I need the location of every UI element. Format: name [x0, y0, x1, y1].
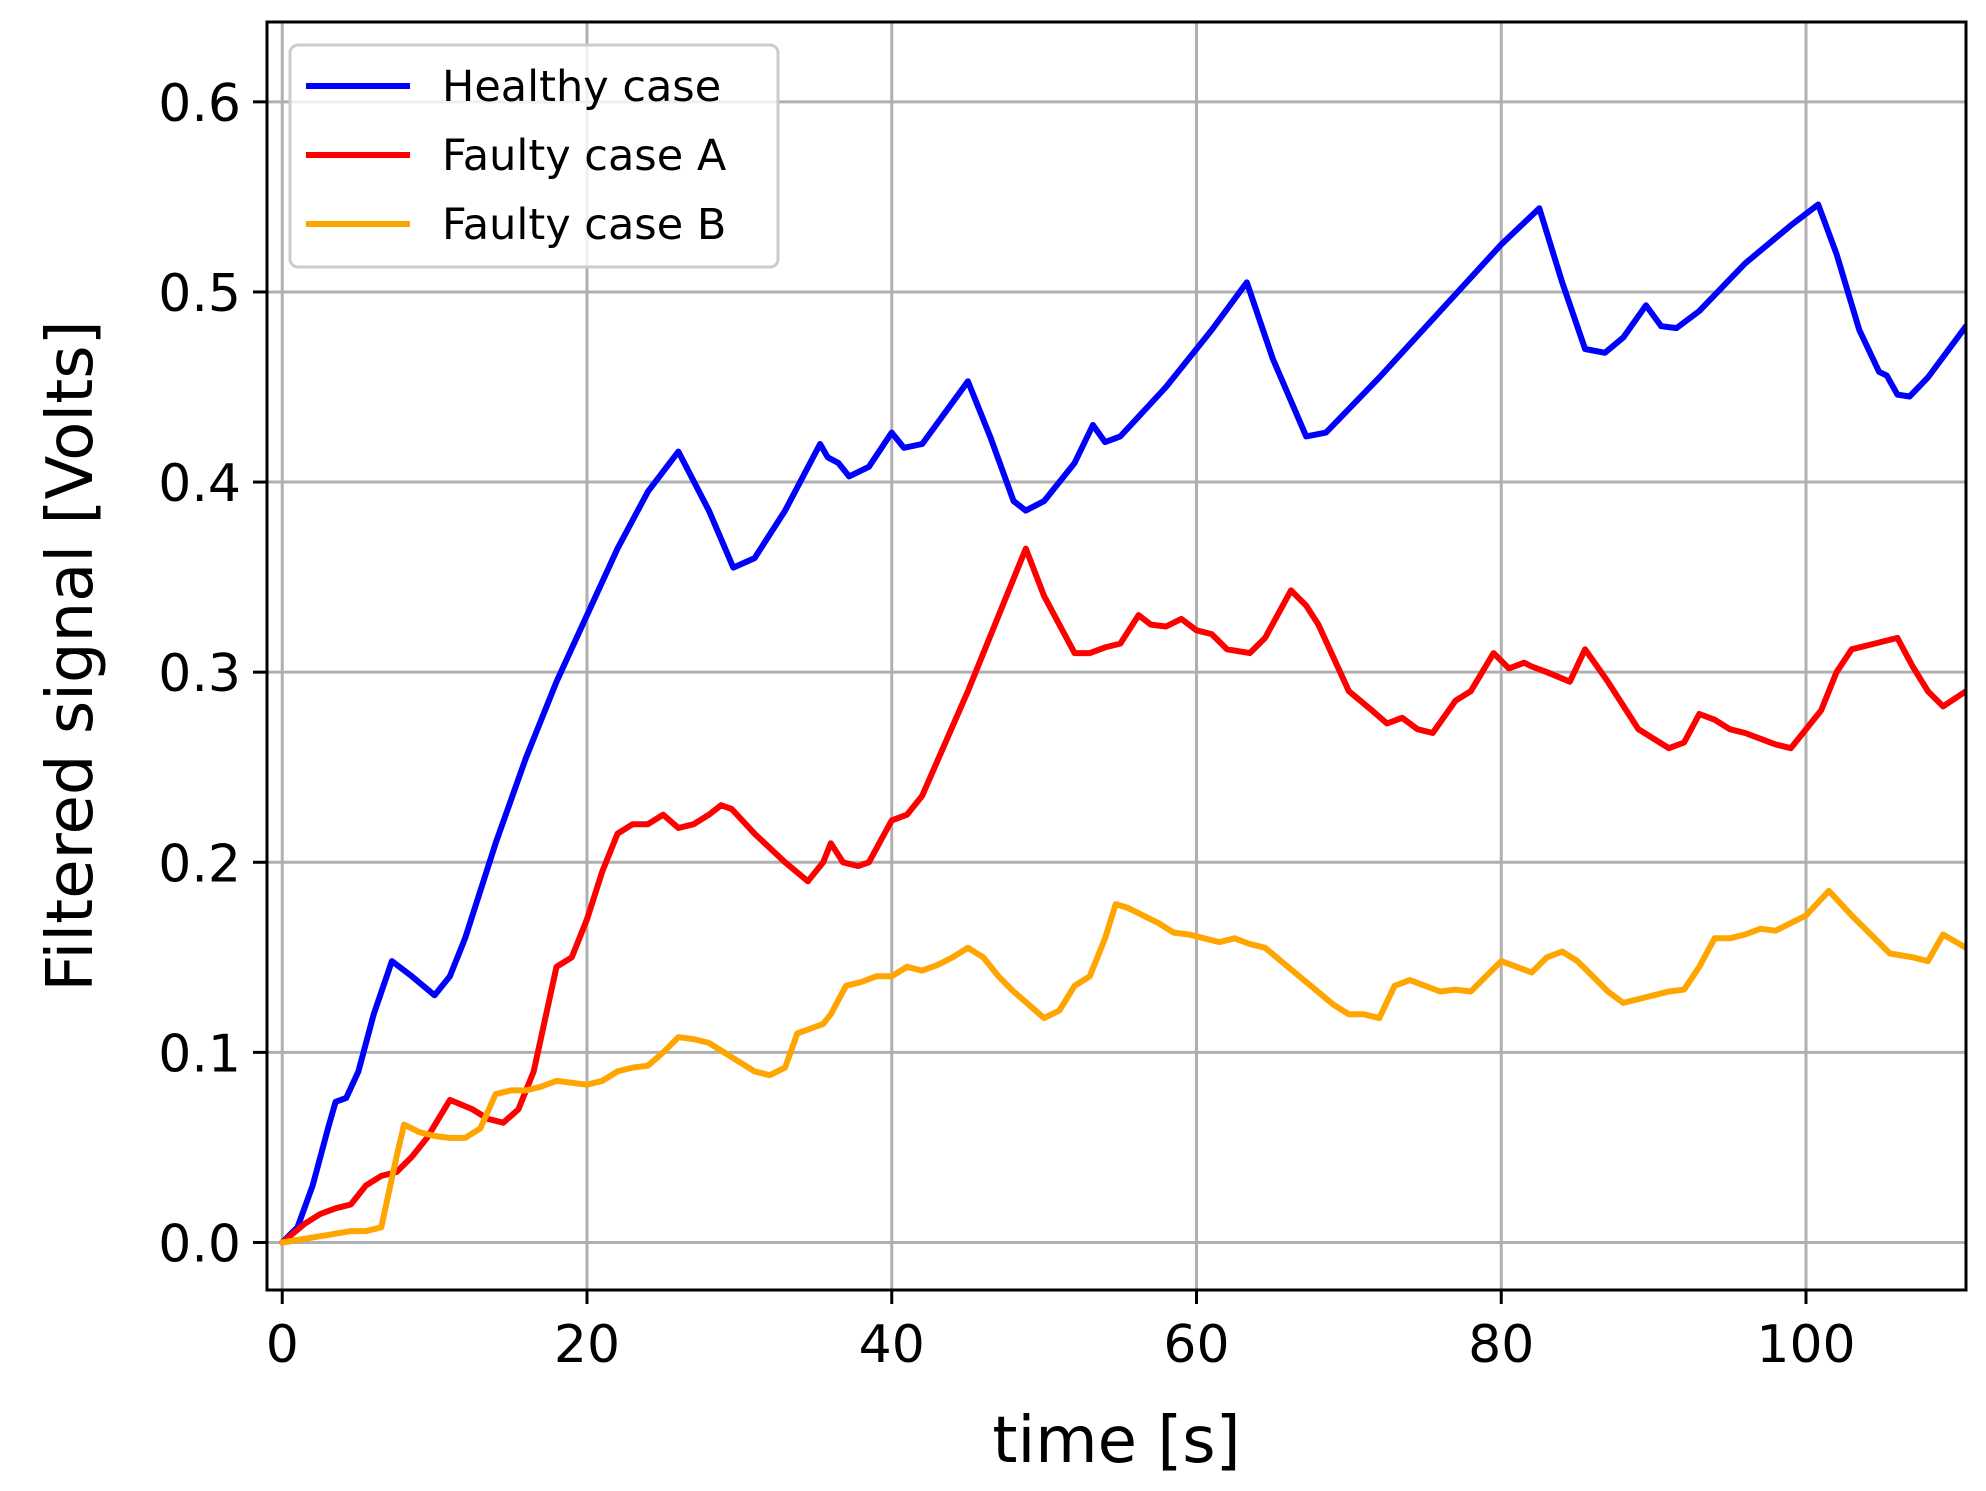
x-tick-label: 60 [1163, 1315, 1229, 1375]
x-tick-label: 80 [1468, 1315, 1534, 1375]
x-tick-label: 20 [554, 1315, 620, 1375]
y-tick-label: 0.2 [158, 834, 241, 894]
x-axis-title: time [s] [992, 1404, 1240, 1478]
grid [267, 22, 1966, 1290]
axis-ticks: 0 20 40 60 80 100 0.0 0.1 0.2 0.3 0.4 0.5 0.6 [158, 74, 1855, 1375]
legend-frame [288, 43, 780, 269]
plot-frame [265, 20, 1968, 1292]
legend: Healthy case Faulty case A Faulty case B [288, 43, 780, 269]
y-tick-label: 0.5 [158, 264, 241, 324]
x-tick-label: 40 [859, 1315, 925, 1375]
x-tick-label: 0 [266, 1315, 299, 1375]
y-tick-label: 0.3 [158, 644, 241, 704]
legend-label: Faulty case B [442, 200, 726, 250]
y-tick-label: 0.4 [158, 454, 241, 514]
legend-label: Faulty case A [442, 131, 727, 181]
y-tick-label: 0.0 [158, 1214, 241, 1274]
series-line-1 [279, 201, 1966, 1246]
series-line-3 [279, 887, 1966, 1246]
x-tick-label: 100 [1756, 1315, 1855, 1375]
y-tick-label: 0.6 [158, 74, 241, 134]
legend-label: Healthy case [442, 62, 721, 112]
y-tick-label: 0.1 [158, 1024, 241, 1084]
y-axis-title: Filtered signal [Volts] [34, 320, 108, 991]
series-lines [279, 201, 1966, 1246]
series-line-2 [279, 545, 1966, 1246]
